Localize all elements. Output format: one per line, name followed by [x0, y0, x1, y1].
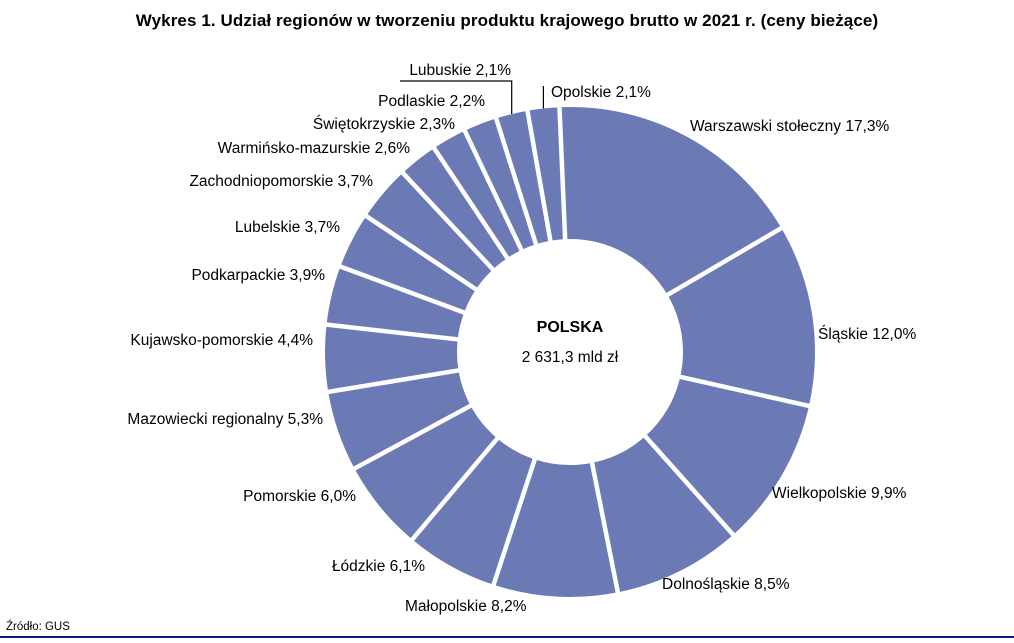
- slice-separator: [430, 144, 511, 262]
- donut-slice-10: [326, 266, 465, 340]
- donut-slice-0: [527, 107, 566, 241]
- slice-label-6: Łódzkie 6,1%: [331, 558, 425, 575]
- chart-title: Wykres 1. Udział regionów w tworzeniu pr…: [135, 11, 879, 30]
- slice-label-0: Opolskie 2,1%: [551, 84, 651, 101]
- slice-separator: [408, 434, 501, 544]
- donut-slice-4: [592, 436, 734, 593]
- slice-label-12: Zachodniopomorskie 3,7%: [189, 173, 373, 190]
- slice-separator: [350, 402, 475, 472]
- donut-slice-2: [667, 228, 815, 406]
- slice-label-11: Lubelskie 3,7%: [234, 219, 340, 236]
- slice-separator: [323, 322, 461, 342]
- donut-slice-11: [340, 216, 476, 313]
- slice-separator: [524, 107, 554, 245]
- slice-separator: [324, 367, 462, 395]
- slice-label-1: Warszawski stołeczny 17,3%: [690, 118, 890, 135]
- slice-separator: [399, 169, 497, 274]
- donut-slice-12: [366, 172, 493, 290]
- donut-slice-15: [464, 118, 536, 250]
- leader-line-lubuskie: [400, 80, 513, 114]
- slice-label-5: Małopolskie 8,2%: [405, 598, 527, 615]
- slice-separator: [490, 455, 538, 589]
- slice-separator: [589, 459, 621, 596]
- slice-separator: [461, 127, 525, 254]
- slice-separator: [336, 263, 468, 316]
- slice-label-3: Wielkopolskie 9,9%: [772, 485, 907, 502]
- slice-separator: [362, 212, 480, 293]
- donut-slice-7: [354, 405, 498, 540]
- slice-separator: [557, 104, 568, 243]
- center-country-label: POLSKA: [536, 319, 604, 336]
- slice-label-15: Podlaskie 2,2%: [378, 93, 485, 110]
- slice-label-4: Dolnośląskie 8,5%: [662, 576, 790, 593]
- slice-label-9: Kujawsko-pomorskie 4,4%: [130, 332, 313, 349]
- slice-separator: [663, 224, 786, 299]
- donut-slice-3: [645, 376, 809, 535]
- slice-label-10: Podkarpackie 3,9%: [191, 267, 325, 284]
- source-note: Źródło: GUS: [6, 621, 70, 633]
- slice-label-13: Warmińsko-mazurskie 2,6%: [217, 140, 410, 157]
- center-value-label: 2 631,3 mld zł: [521, 349, 619, 366]
- donut-center-label: POLSKA 2 631,3 mld zł: [522, 319, 619, 367]
- donut-slice-1: [559, 107, 782, 295]
- slice-label-16: Lubuskie 2,1%: [409, 62, 511, 79]
- footer-rule: [0, 636, 1014, 638]
- donut-slice-13: [402, 148, 508, 270]
- slice-label-2: Śląskie 12,0%: [818, 326, 917, 343]
- slice-label-7: Pomorskie 6,0%: [243, 488, 356, 505]
- slice-label-8: Mazowiecki regionalny 5,3%: [127, 411, 323, 428]
- slice-separator: [641, 432, 737, 539]
- donut-slice-8: [328, 370, 471, 469]
- slice-separator: [676, 373, 813, 409]
- slice-label-14: Świętokrzyskie 2,3%: [312, 116, 455, 133]
- donut-slice-14: [434, 130, 522, 258]
- donut-slice-16: [496, 110, 551, 245]
- slice-separator: [493, 114, 539, 248]
